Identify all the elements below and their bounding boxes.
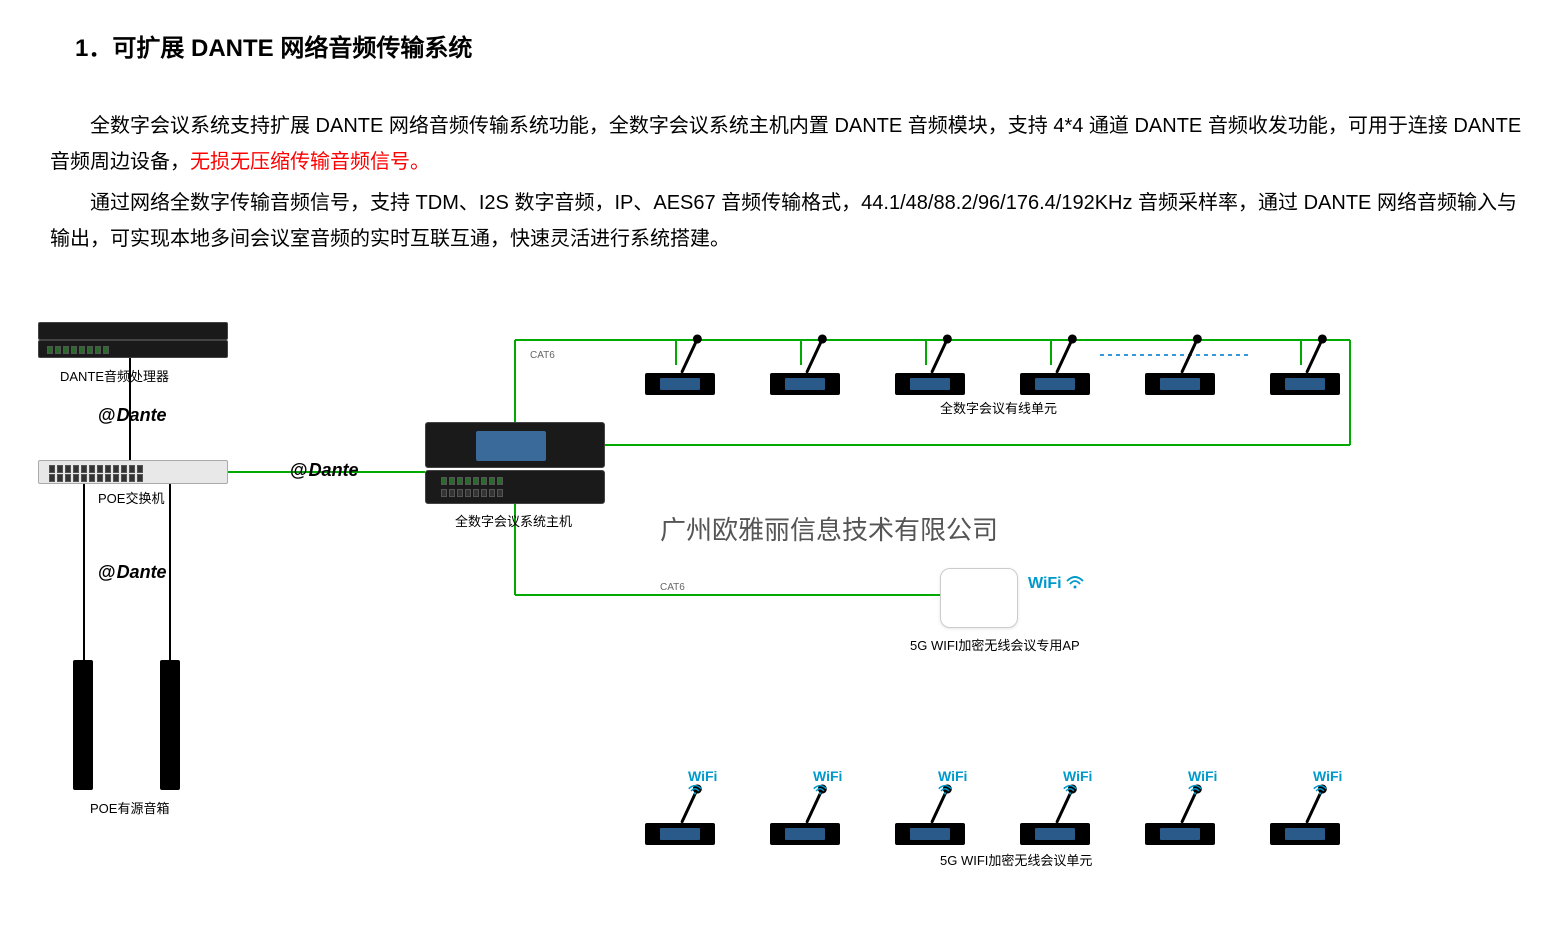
paragraph-1: 全数字会议系统支持扩展 DANTE 网络音频传输系统功能，全数字会议系统主机内置… bbox=[50, 108, 1530, 180]
mic-wifi-label: WiFi bbox=[688, 768, 720, 800]
main-host-label: 全数字会议系统主机 bbox=[455, 511, 572, 530]
dante-processor-device bbox=[38, 322, 228, 340]
mic-wifi-label: WiFi bbox=[938, 768, 970, 800]
wired-mic-unit bbox=[1015, 310, 1095, 395]
poe-switch-label: POE交换机 bbox=[98, 488, 164, 507]
wired-unit-label: 全数字会议有线单元 bbox=[940, 398, 1057, 417]
main-host-top bbox=[425, 422, 605, 468]
cat6-label-2: CAT6 bbox=[660, 582, 685, 593]
mic-wifi-label: WiFi bbox=[1313, 768, 1345, 800]
wired-mic-unit bbox=[1265, 310, 1345, 395]
wifi-mic-unit: WiFi bbox=[1015, 760, 1095, 845]
poe-speaker-2 bbox=[160, 660, 180, 790]
para1-highlight: 无损无压缩传输音频信号。 bbox=[190, 151, 430, 173]
wifi-mic-unit: WiFi bbox=[1140, 760, 1220, 845]
poe-switch-device bbox=[38, 460, 228, 484]
network-diagram: DANTE音频处理器 Dante POE交换机 Dante Dante POE有… bbox=[0, 300, 1565, 940]
poe-speaker-label: POE有源音箱 bbox=[90, 798, 169, 817]
mic-wifi-label: WiFi bbox=[1063, 768, 1095, 800]
wired-mic-unit bbox=[1140, 310, 1220, 395]
main-host-bottom bbox=[425, 470, 605, 504]
wired-mic-unit bbox=[890, 310, 970, 395]
dante-label-2: Dante bbox=[290, 460, 359, 481]
wifi-mic-unit: WiFi bbox=[890, 760, 970, 845]
wifi-text: WiFi bbox=[1028, 575, 1062, 592]
company-watermark: 广州欧雅丽信息技术有限公司 bbox=[660, 510, 998, 547]
wired-mic-unit bbox=[640, 310, 720, 395]
wifi-ap-label: 5G WIFI加密无线会议专用AP bbox=[910, 635, 1080, 654]
section-title: 1．可扩展 DANTE 网络音频传输系统 bbox=[75, 28, 472, 63]
poe-speaker-1 bbox=[73, 660, 93, 790]
wifi-unit-label: 5G WIFI加密无线会议单元 bbox=[940, 850, 1092, 869]
wifi-mic-unit: WiFi bbox=[1265, 760, 1345, 845]
wifi-icon bbox=[1066, 575, 1084, 589]
wifi-mic-unit: WiFi bbox=[640, 760, 720, 845]
dante-label-1: Dante bbox=[98, 405, 167, 426]
wifi-mic-unit: WiFi bbox=[765, 760, 845, 845]
dante-processor-device-2 bbox=[38, 340, 228, 358]
wired-mic-unit bbox=[765, 310, 845, 395]
mic-wifi-label: WiFi bbox=[1188, 768, 1220, 800]
dante-label-3: Dante bbox=[98, 562, 167, 583]
paragraph-2: 通过网络全数字传输音频信号，支持 TDM、I2S 数字音频，IP、AES67 音… bbox=[50, 185, 1530, 257]
dante-processor-label: DANTE音频处理器 bbox=[60, 366, 169, 385]
cat6-label-1: CAT6 bbox=[530, 350, 555, 361]
wifi-ap-device bbox=[940, 568, 1018, 628]
wifi-ap-wifi-label: WiFi bbox=[1028, 575, 1084, 593]
mic-wifi-label: WiFi bbox=[813, 768, 845, 800]
